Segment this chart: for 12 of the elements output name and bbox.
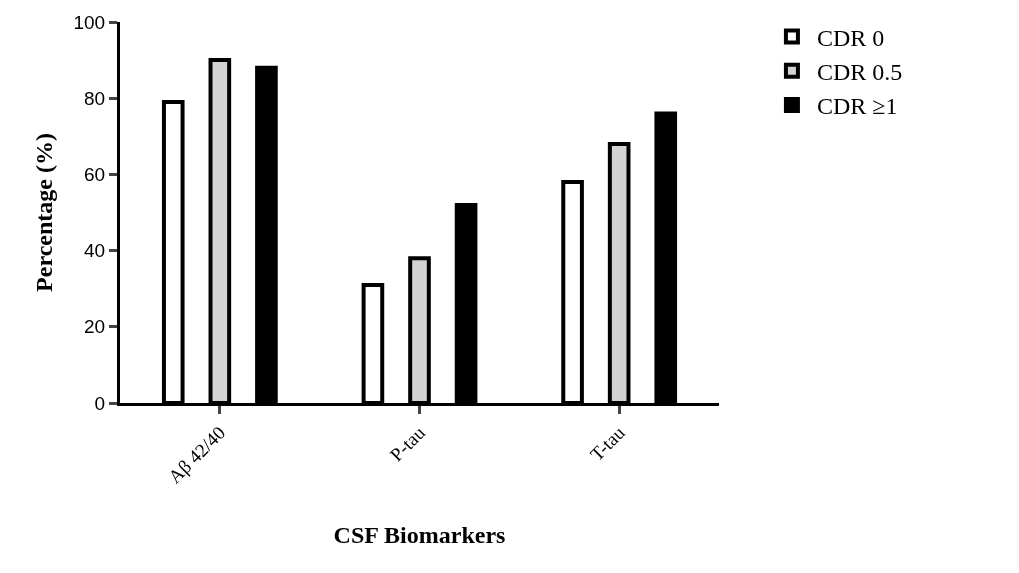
y-tick-label: 20 (84, 316, 106, 338)
y-tick-label: 60 (84, 164, 106, 186)
legend-label: CDR ≥1 (816, 93, 898, 120)
x-tick-label: T-tau (586, 421, 630, 465)
y-tick-label: 40 (84, 240, 106, 262)
y-tick-label: 100 (73, 11, 106, 33)
y-tick-label: 80 (84, 87, 106, 109)
legend-label: CDR 0 (816, 24, 885, 51)
legend-label: CDR 0.5 (816, 59, 903, 86)
y-axis-title: Percentage (%) (30, 133, 57, 292)
x-axis-title: CSF Biomarkers (333, 521, 506, 548)
y-tick-label: 0 (94, 392, 106, 414)
